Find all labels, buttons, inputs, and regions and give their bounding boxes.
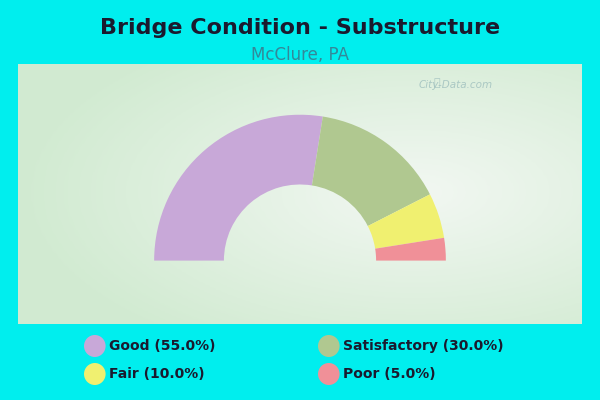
- Wedge shape: [375, 238, 446, 260]
- Text: Poor (5.0%): Poor (5.0%): [343, 367, 436, 381]
- Wedge shape: [154, 115, 323, 260]
- Wedge shape: [312, 116, 430, 226]
- Text: Good (55.0%): Good (55.0%): [109, 339, 216, 353]
- Text: Fair (10.0%): Fair (10.0%): [109, 367, 205, 381]
- Wedge shape: [368, 194, 444, 249]
- Text: McClure, PA: McClure, PA: [251, 46, 349, 64]
- Text: Ⓢ: Ⓢ: [433, 78, 440, 88]
- Text: Satisfactory (30.0%): Satisfactory (30.0%): [343, 339, 504, 353]
- Text: Bridge Condition - Substructure: Bridge Condition - Substructure: [100, 18, 500, 38]
- Text: City-Data.com: City-Data.com: [419, 80, 493, 90]
